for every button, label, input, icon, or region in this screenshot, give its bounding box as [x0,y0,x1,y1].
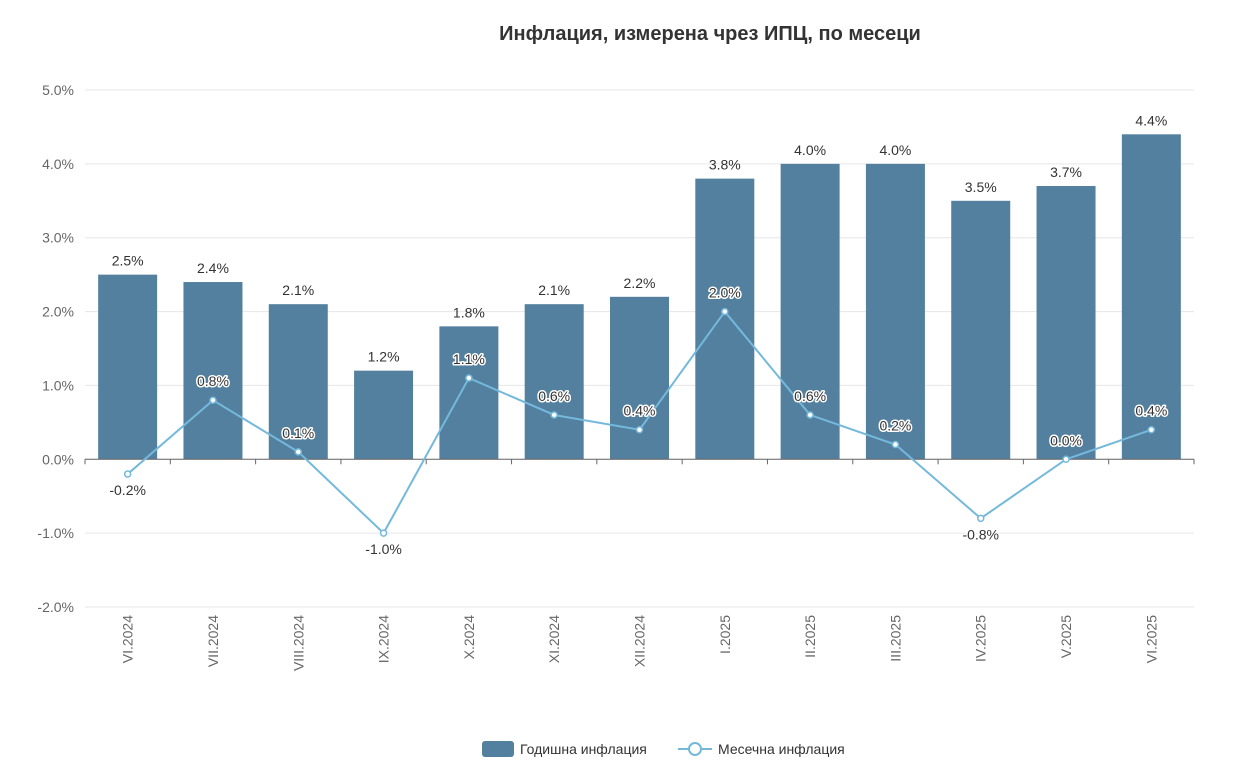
bar-data-label: 4.0% [879,142,911,158]
line-point [1062,455,1070,464]
line-data-label: 0.4% [1135,403,1167,419]
bar [439,326,499,460]
bar [524,304,584,460]
line-point [891,440,900,449]
y-tick-label: 2.0% [42,304,74,320]
y-axis: 5.0% 4.0% 3.0% 2.0% 1.0% 0.0% -1.0% -2.0% [37,82,74,615]
bar [610,296,669,460]
legend[interactable]: Годишна инфлация Месечна инфлация [482,741,845,757]
line-point [294,448,303,456]
y-tick-label: 3.0% [42,230,74,246]
y-tick-label: 0.0% [42,451,74,467]
bar [183,282,243,460]
bar [695,178,755,460]
legend-item-annual[interactable]: Годишна инфлация [482,741,647,757]
line-point [465,374,473,382]
bar [951,200,1011,460]
line-data-label: 0.4% [624,403,656,419]
x-tick-label: VI.2024 [120,615,136,663]
bar-data-label: 2.1% [282,282,314,298]
line-data-label: -0.2% [109,482,146,498]
line-series: -0.2% 0.8% 0.1% -1.0% 1.1% 0.6% 0.4% 2.0% 0.6% 0.… [108,283,1169,559]
bar-data-label: 4.0% [794,142,826,158]
bar-data-label: 3.8% [709,157,741,173]
line-point [976,514,985,523]
line-data-label: -0.8% [962,526,999,542]
line-point [550,411,558,419]
bar-data-label: 2.5% [112,253,144,269]
legend-label-annual: Годишна инфлация [520,741,647,757]
line-data-label: 0.0% [1050,432,1082,448]
y-tick-label: 5.0% [42,82,74,98]
x-tick-label: VI.2025 [1143,615,1159,663]
y-tick-label: 4.0% [42,156,74,172]
line-data-label: 0.2% [879,418,911,434]
bar-data-label: 1.8% [453,304,485,320]
bar [1121,134,1181,460]
x-tick-label: I.2025 [717,615,733,654]
y-tick-label: -1.0% [37,525,74,541]
bar-data-label: 2.4% [197,260,229,276]
bar-data-label: 4.4% [1135,112,1167,128]
line-data-label: 0.6% [538,388,570,404]
x-tick-label: V.2025 [1058,615,1074,658]
bar [865,163,925,460]
x-tick-label: XI.2024 [546,615,562,663]
x-tick-label: III.2025 [887,615,903,662]
line-data-label: 0.8% [197,373,229,389]
line-data-label: -1.0% [365,541,402,557]
bar [268,304,328,460]
chart-title: Инфлация, измерена чрез ИПЦ, по месеци [499,23,921,45]
bar [98,274,158,460]
x-tick-label: IX.2024 [376,615,392,663]
bar-data-label: 3.7% [1050,164,1082,180]
bar [354,370,414,460]
bar-data-label: 2.1% [538,282,570,298]
bar [780,163,840,460]
bar-data-label: 2.2% [624,275,656,291]
line-point [721,307,729,316]
line-point [379,529,388,537]
bar-data-label: 1.2% [368,349,400,365]
legend-swatch-monthly-marker [688,742,702,756]
x-axis: VI.2024 VII.2024 VIII.2024 IX.2024 X.2024 XI.… [84,458,1195,671]
x-tick-label: VII.2024 [205,615,221,667]
y-tick-label: -2.0% [37,599,74,615]
bar-data-label: 3.5% [965,179,997,195]
line-data-label: 1.1% [453,351,485,367]
y-tick-label: 1.0% [42,377,74,393]
x-tick-label: II.2025 [802,615,818,658]
x-tick-label: VIII.2024 [290,615,306,671]
bar [1036,186,1096,460]
x-tick-label: X.2024 [461,615,477,660]
line-point [806,411,814,419]
line-point [635,425,644,434]
line-point [1147,425,1156,434]
line-point [209,396,217,404]
x-tick-label: XII.2024 [632,615,648,667]
legend-swatch-annual [482,741,514,757]
x-tick-label: IV.2025 [973,615,989,662]
line-data-label: 2.0% [709,285,741,301]
line-data-label: 0.1% [282,425,314,441]
legend-label-monthly: Месечна инфлация [718,741,845,757]
line-data-label: 0.6% [794,388,826,404]
legend-item-monthly[interactable]: Месечна инфлация [678,741,845,757]
line-point [123,470,132,478]
